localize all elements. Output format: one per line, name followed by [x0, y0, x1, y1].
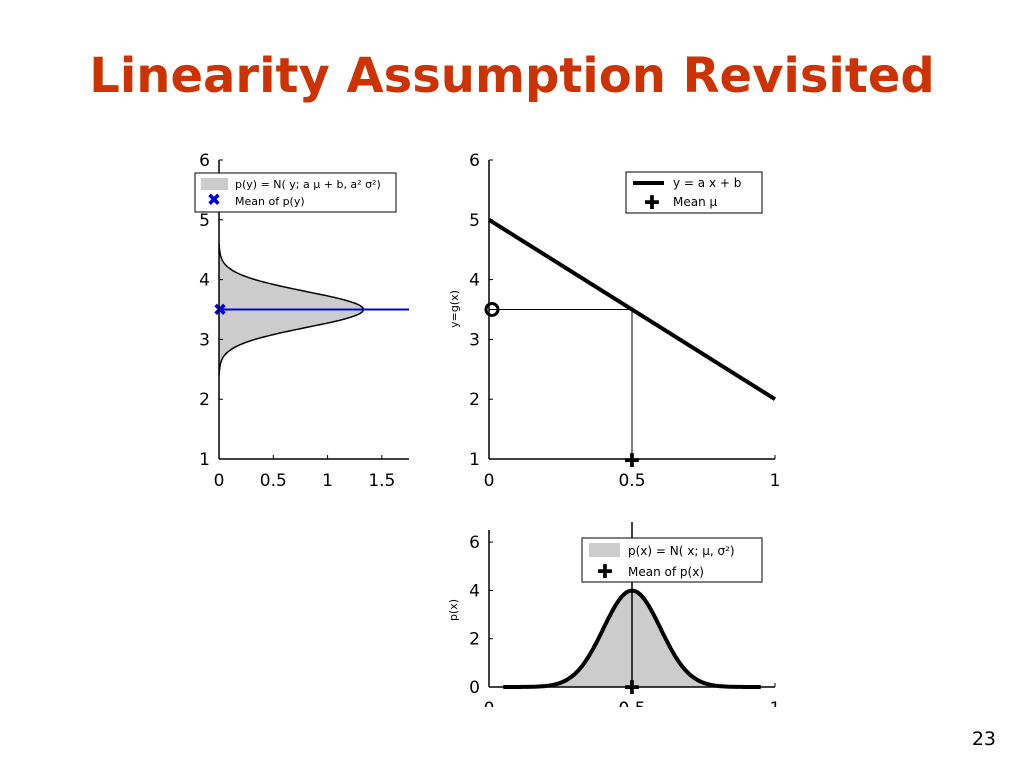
py-legend-swatch	[201, 178, 228, 190]
py-mean-marker-icon: ✖	[213, 301, 227, 321]
gx-x-tick-label: 0.5	[618, 471, 645, 491]
py-legend-label-mean: Mean of p(y)	[235, 195, 305, 208]
gx-ylabel: y=g(x)	[448, 290, 461, 328]
py-y-tick-label: 2	[199, 390, 210, 410]
gx-legend-box	[625, 171, 763, 214]
py-panel: ✖ 1 2 3 4 5 6 0 0.5 1 1.5 p(y) = N( y; a μ + b, a…	[194, 151, 409, 491]
py-y-tick-label: 4	[199, 271, 210, 291]
page-number: 23	[971, 728, 996, 750]
px-legend-swatch	[589, 543, 620, 557]
px-mean-plus-icon: ✚	[624, 677, 640, 699]
px-x-tick-label: 0	[484, 699, 495, 719]
px-x-tick-labels: 0 0.5 1	[484, 699, 781, 719]
py-legend-label-density: p(y) = N( y; a μ + b, a² σ²)	[235, 178, 381, 191]
gx-linear-function-line	[487, 218, 777, 401]
py-legend: p(y) = N( y; a μ + b, a² σ²) ✖ Mean of p…	[194, 172, 397, 213]
py-x-tick-label: 1.5	[368, 471, 395, 491]
gx-mapped-mean-circle-icon	[484, 302, 500, 317]
gx-y-tick-label: 1	[469, 450, 480, 470]
py-y-tick-label: 5	[199, 211, 210, 231]
gx-legend-label-mean: Mean μ	[673, 195, 718, 209]
gx-legend-plus-icon: ✚	[644, 192, 660, 214]
py-legend-box	[194, 172, 397, 213]
gx-y-tick-label: 6	[469, 151, 480, 171]
py-y-tick-label: 6	[199, 151, 210, 171]
gx-y-tick-label: 3	[469, 330, 480, 350]
px-y-tick-label: 6	[469, 533, 480, 553]
py-y-tick-label: 1	[199, 450, 210, 470]
gx-legend-label-line: y = a x + b	[673, 176, 741, 190]
px-legend-label-mean: Mean of p(x)	[628, 565, 704, 579]
px-y-tick-label: 4	[469, 581, 480, 601]
gx-mean-plus-icon: ✚	[624, 450, 640, 472]
px-x-tick-label: 0.5	[618, 699, 645, 719]
py-plot-area: ✖	[213, 243, 409, 376]
gx-y-tick-label: 5	[469, 211, 480, 231]
px-y-tick-label: 2	[469, 630, 480, 650]
py-y-tick-label: 3	[199, 330, 210, 350]
gx-y-tick-label: 4	[469, 271, 480, 291]
gx-panel: ✚ 1 2 3 4 5 6 0 0.5 1 y=g(x) y = a x + b ✚ Mean …	[448, 151, 780, 491]
px-legend: p(x) = N( x; μ, σ²) ✚ Mean of p(x)	[581, 537, 763, 583]
py-x-tick-label: 1	[322, 471, 333, 491]
gx-x-tick-label: 1	[770, 471, 781, 491]
slide-title: Linearity Assumption Revisited	[89, 48, 935, 104]
px-x-tick-label: 1	[770, 699, 781, 719]
gx-y-tick-label: 2	[469, 390, 480, 410]
py-x-tick-label: 0.5	[260, 471, 287, 491]
px-y-tick-label: 0	[469, 678, 480, 698]
px-legend-label-density: p(x) = N( x; μ, σ²)	[628, 544, 735, 558]
px-legend-plus-icon: ✚	[597, 561, 613, 583]
py-legend-mean-marker-icon: ✖	[207, 191, 221, 211]
gx-x-tick-label: 0	[484, 471, 495, 491]
gx-axes: 1 2 3 4 5 6 0 0.5 1	[469, 151, 780, 491]
px-ylabel: p(x)	[447, 599, 460, 621]
py-x-tick-label: 0	[214, 471, 225, 491]
gx-legend: y = a x + b ✚ Mean μ	[625, 171, 763, 214]
gx-plot-area: ✚	[484, 218, 777, 472]
